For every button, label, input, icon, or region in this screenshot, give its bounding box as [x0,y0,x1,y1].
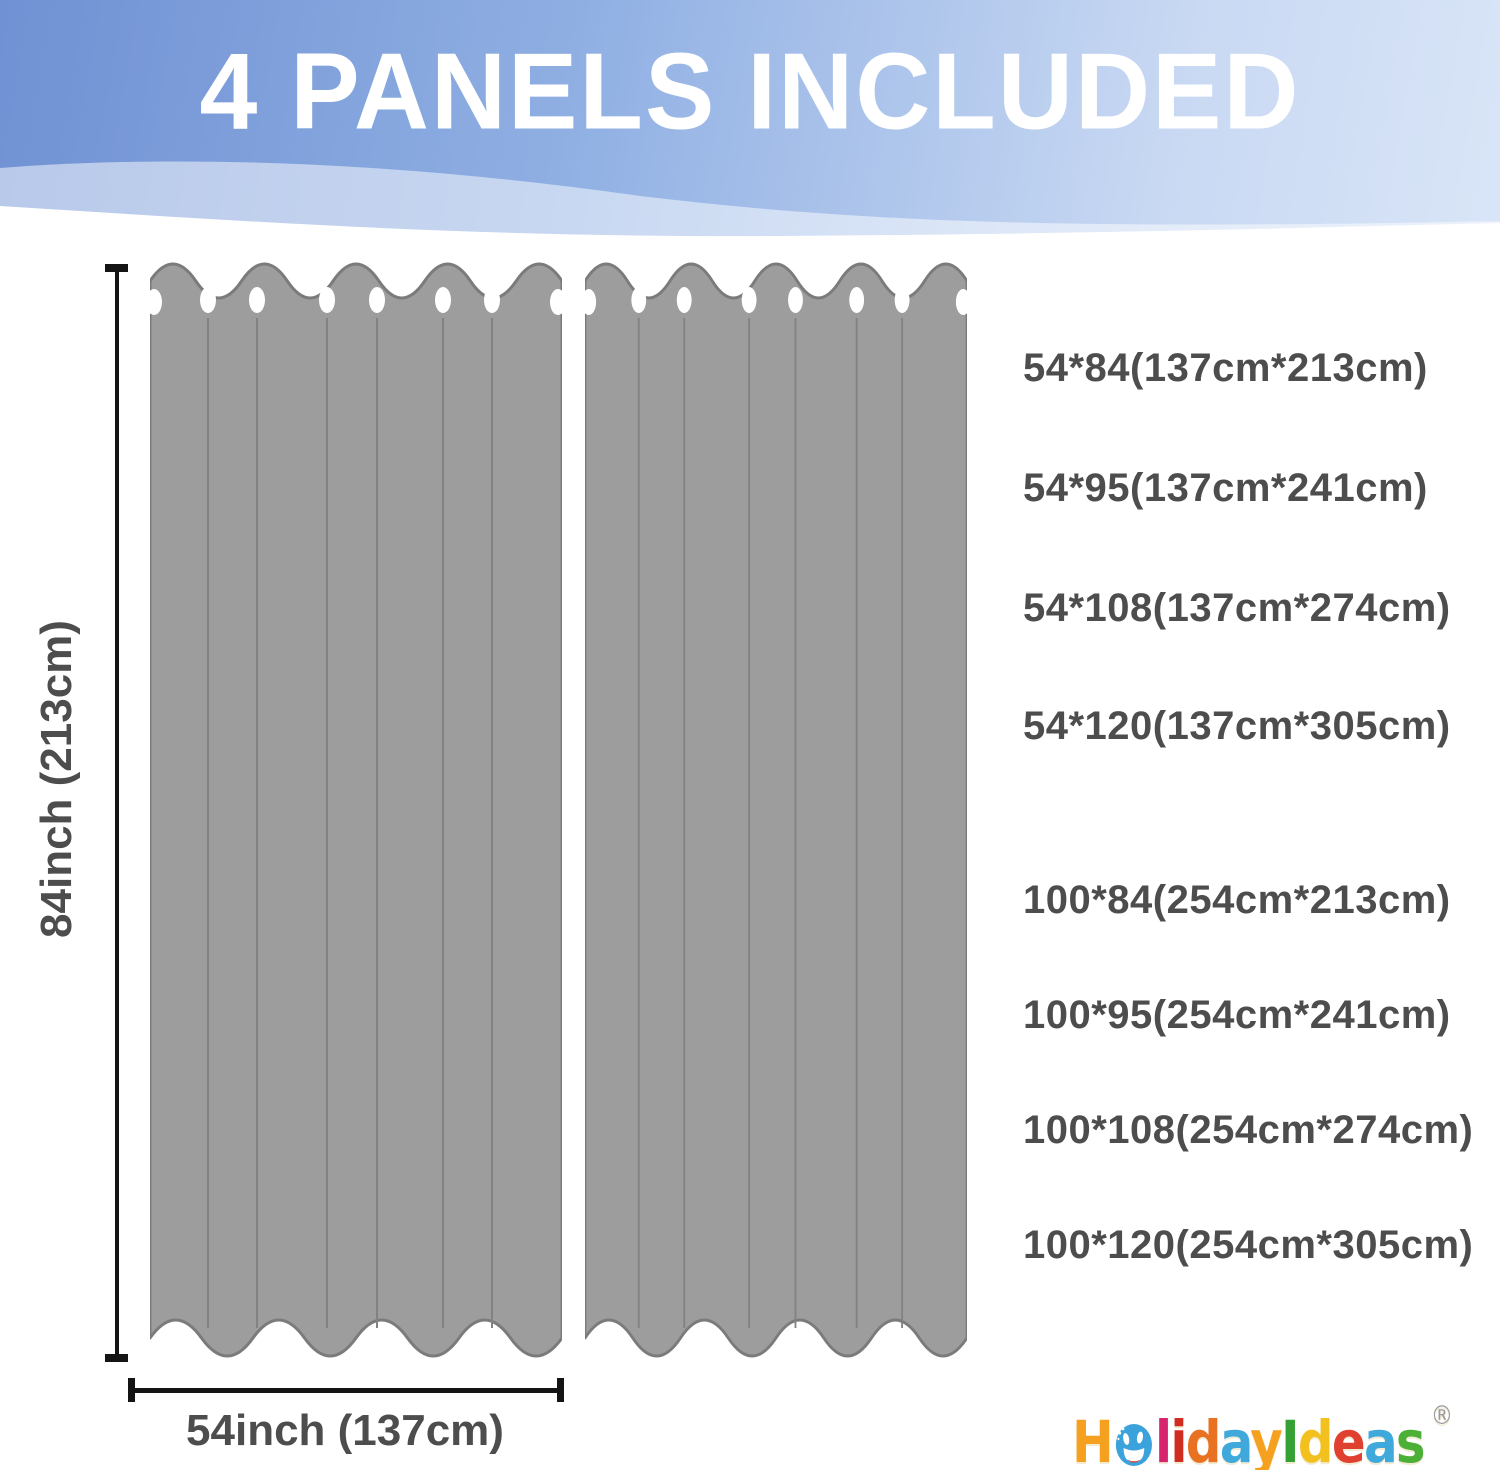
curtain-fabric [150,262,562,1358]
width-dimension-cap-left [128,1378,135,1402]
logo-letter: l [1155,1408,1172,1470]
size-option: 54*84(137cm*213cm) [1023,346,1428,390]
logo-letter: s [1395,1408,1426,1470]
fold-lines [207,318,493,1328]
size-option: 54*108(137cm*274cm) [1023,586,1451,630]
curtain-panel-left [150,262,562,1358]
header-wave-decoration [0,161,1500,240]
logo-letter: e [1331,1408,1366,1470]
size-option: 54*95(137cm*241cm) [1023,466,1428,510]
logo-letter: d [1185,1408,1222,1470]
height-dimension-line [115,266,119,1360]
logo-letter: a [1363,1408,1398,1470]
height-dimension-label: 84inch (213cm) [32,620,81,938]
logo-letter: i [1170,1408,1187,1470]
logo-letter: I [1281,1408,1300,1470]
width-dimension-line [131,1388,561,1393]
logo-letter: d [1297,1408,1334,1470]
brand-logo: H lidayIdeas ® [1072,1384,1453,1470]
wave-white [0,206,1500,240]
wave-light-band [0,161,1500,240]
size-option: 100*120(254cm*305cm) [1023,1223,1474,1267]
height-dimension-cap-bottom [105,1354,128,1362]
height-dimension-cap-top [105,264,128,272]
curtain-panel-right [585,262,967,1358]
size-option: 100*84(254cm*213cm) [1023,878,1451,922]
page-title: 4 PANELS INCLUDED [199,31,1301,153]
size-option: 100*108(254cm*274cm) [1023,1108,1474,1152]
logo-letter: H [1072,1408,1114,1470]
width-dimension-cap-right [557,1378,564,1402]
header-banner: 4 PANELS INCLUDED [0,0,1500,240]
logo-letter: a [1219,1408,1252,1470]
smiley-face-icon [1115,1424,1152,1466]
size-option: 100*95(254cm*241cm) [1023,993,1451,1037]
registered-mark-icon: ® [1430,1401,1454,1431]
grommets [150,287,562,315]
size-option: 54*120(137cm*305cm) [1023,704,1451,748]
width-dimension-label: 54inch (137cm) [186,1406,504,1455]
logo-letter: y [1250,1408,1283,1470]
